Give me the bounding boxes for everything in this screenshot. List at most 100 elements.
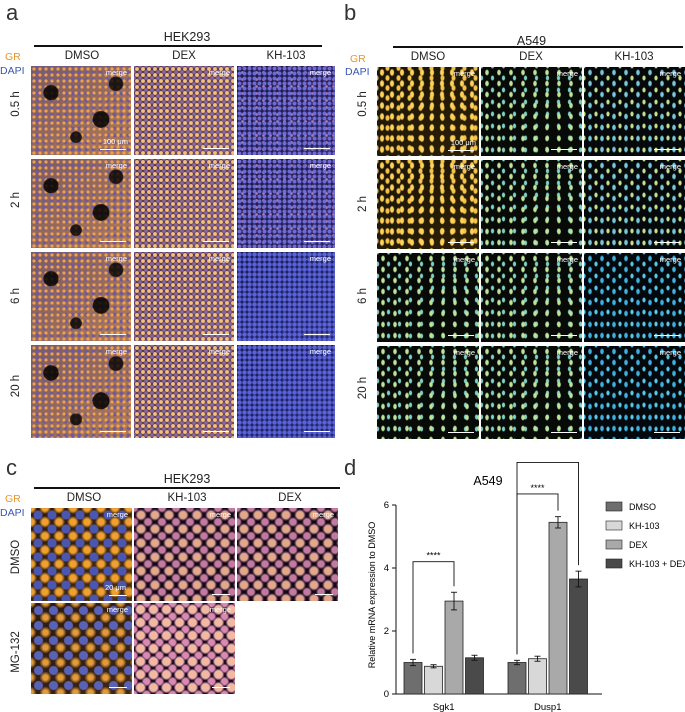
merge-label: merge: [453, 348, 475, 357]
panel-a-col-kh103: KH-103: [266, 50, 306, 62]
merge-label: merge: [453, 162, 475, 171]
panel-b-image-dmso-05h: merge 100 μm: [377, 67, 479, 156]
panel-c-image-mg132-dmso: merge: [31, 603, 132, 694]
scale-bar: [100, 430, 126, 432]
legend-swatch: [605, 558, 623, 569]
scale-bar: [304, 333, 330, 335]
scale-bar: [203, 240, 229, 242]
significance-bracket: [412, 561, 455, 654]
y-tick-label: 2: [384, 626, 389, 637]
panel-a-row-05h: 0.5 h: [10, 91, 22, 117]
scale-bar: [100, 333, 126, 335]
merge-label: merge: [208, 68, 230, 77]
panel-b-image-kh103-20h: merge: [584, 346, 685, 439]
panel-b-gr-label: GR: [350, 53, 366, 65]
scale-bar: [109, 594, 127, 596]
panel-b-image-kh103-05h: merge: [584, 67, 685, 156]
panel-a-gr-label: GR: [5, 51, 21, 63]
panel-b-row-2h: 2 h: [357, 196, 369, 212]
panel-c-image-dmso-dmso: merge 20 μm: [31, 508, 132, 601]
merge-label: merge: [659, 255, 681, 264]
panel-c-gr-label: GR: [5, 493, 21, 505]
panel-b-title: A549: [516, 34, 547, 48]
significance-label: ****: [541, 460, 556, 461]
panel-a-image-dex-05h: merge: [134, 66, 234, 155]
panel-b-image-dex-20h: merge: [481, 346, 582, 439]
merge-label: merge: [209, 510, 231, 519]
scale-bar: [551, 431, 577, 433]
scale-bar: [448, 149, 474, 151]
significance-bracket: [516, 462, 579, 655]
panel-a-image-kh103-20h: merge: [237, 345, 335, 438]
merge-label: merge: [208, 254, 230, 263]
panel-letter-a: a: [6, 0, 19, 25]
x-tick-label: Dusp1: [534, 702, 561, 712]
panel-a-image-dmso-05h: merge 100 μm: [31, 66, 131, 155]
panel-b-image-dex-2h: merge: [481, 160, 582, 249]
scale-bar: [212, 686, 230, 688]
scale-bar: [654, 148, 680, 150]
panel-a-image-dex-20h: merge: [134, 345, 234, 438]
merge-label: merge: [312, 510, 334, 519]
merge-label: merge: [105, 161, 127, 170]
panel-b-image-kh103-2h: merge: [584, 160, 685, 249]
merge-label: merge: [105, 68, 127, 77]
merge-label: merge: [453, 69, 475, 78]
scale-bar-label: 100 μm: [450, 138, 476, 147]
panel-c-row-mg132: MG-132: [10, 631, 22, 673]
scale-bar-label: 20 μm: [105, 583, 126, 592]
legend-label: KH-103 + DEX: [629, 559, 685, 569]
scale-bar: [100, 148, 126, 150]
scale-bar: [654, 241, 680, 243]
panel-letter-c: c: [6, 455, 17, 480]
merge-label: merge: [208, 161, 230, 170]
panel-b-row-6h: 6 h: [357, 288, 369, 304]
scale-bar-label: 100 μm: [102, 137, 128, 146]
merge-label: merge: [309, 347, 331, 356]
panel-c-title-rule: [34, 487, 340, 489]
panel-d-chart: A549 Relative mRNA expression to DMSO 0 2…: [367, 460, 685, 712]
panel-a-title: HEK293: [163, 30, 211, 44]
panel-c-image-dmso-kh103: merge: [134, 508, 235, 601]
merge-label: merge: [208, 347, 230, 356]
scale-bar: [448, 241, 474, 243]
panel-c-image-dmso-dex: merge: [237, 508, 338, 601]
merge-label: merge: [309, 161, 331, 170]
panel-b-image-dmso-6h: merge: [377, 253, 479, 342]
merge-label: merge: [106, 605, 128, 614]
panel-b-image-dex-05h: merge: [481, 67, 582, 156]
y-tick-label: 0: [384, 689, 389, 700]
merge-label: merge: [659, 162, 681, 171]
y-tick-label: 6: [384, 500, 389, 511]
scale-bar: [203, 333, 229, 335]
scale-bar: [304, 430, 330, 432]
bar: [444, 600, 464, 695]
legend-label: KH-103: [629, 521, 660, 531]
merge-label: merge: [659, 69, 681, 78]
panel-a-image-dex-2h: merge: [134, 159, 234, 248]
scale-bar: [551, 241, 577, 243]
y-tick-label: 4: [384, 563, 389, 574]
panel-a-image-kh103-2h: merge: [237, 159, 335, 248]
panel-b-col-dex: DEX: [519, 51, 543, 63]
merge-label: merge: [105, 254, 127, 263]
significance-label: ****: [530, 483, 545, 493]
bar: [528, 658, 547, 695]
x-tick-label: Sgk1: [433, 702, 455, 712]
panel-c-title: HEK293: [163, 472, 211, 486]
merge-label: merge: [556, 348, 578, 357]
panel-a-image-kh103-05h: merge: [237, 66, 335, 155]
y-axis-label: Relative mRNA expression to DMSO: [367, 522, 377, 669]
bar: [507, 662, 527, 695]
chart-title: A549: [473, 474, 502, 488]
merge-label: merge: [106, 510, 128, 519]
legend-swatch: [605, 520, 623, 531]
panel-a-title-rule: [34, 45, 322, 47]
merge-label: merge: [309, 68, 331, 77]
panel-a-image-dmso-2h: merge: [31, 159, 131, 248]
merge-label: merge: [453, 255, 475, 264]
panel-c-dapi-label: DAPI: [0, 507, 25, 519]
bar: [424, 665, 443, 695]
panel-c-col-dmso: DMSO: [66, 492, 102, 504]
merge-label: merge: [556, 255, 578, 264]
